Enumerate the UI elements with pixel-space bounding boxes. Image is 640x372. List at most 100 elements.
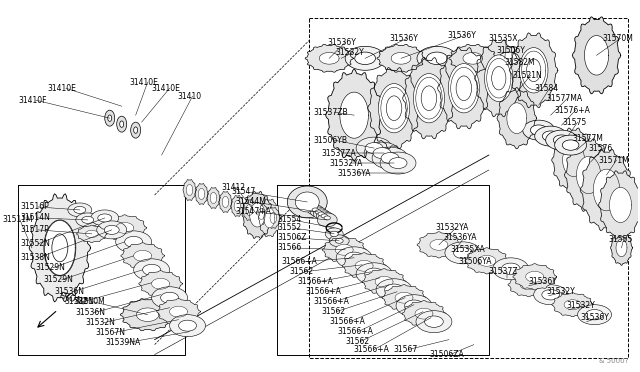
- Polygon shape: [522, 51, 546, 90]
- Polygon shape: [563, 144, 584, 177]
- Ellipse shape: [287, 186, 327, 218]
- Polygon shape: [319, 52, 339, 64]
- Text: 31554: 31554: [277, 215, 301, 224]
- Polygon shape: [342, 253, 386, 279]
- Ellipse shape: [76, 213, 100, 227]
- Polygon shape: [391, 52, 411, 64]
- Text: 31566+A: 31566+A: [313, 297, 349, 306]
- Text: 31582M: 31582M: [505, 58, 536, 67]
- Text: 31566+A: 31566+A: [297, 277, 333, 286]
- Text: 31577MA: 31577MA: [547, 94, 583, 103]
- Polygon shape: [222, 196, 228, 208]
- Polygon shape: [246, 205, 253, 215]
- Ellipse shape: [116, 116, 127, 132]
- Polygon shape: [121, 243, 164, 269]
- Polygon shape: [335, 244, 353, 255]
- Ellipse shape: [542, 131, 559, 141]
- Polygon shape: [451, 67, 477, 109]
- Text: 31537ZA: 31537ZA: [321, 148, 356, 158]
- Polygon shape: [552, 293, 593, 317]
- Text: 31410E: 31410E: [130, 78, 159, 87]
- Ellipse shape: [492, 67, 506, 90]
- Text: 31566+A: 31566+A: [305, 287, 341, 296]
- Polygon shape: [136, 308, 159, 321]
- Text: 31521N: 31521N: [513, 71, 543, 80]
- Polygon shape: [463, 52, 483, 64]
- Polygon shape: [170, 306, 188, 317]
- Text: 31536Y: 31536Y: [580, 313, 609, 322]
- Text: 31539NA: 31539NA: [106, 338, 141, 347]
- Polygon shape: [267, 208, 280, 228]
- Polygon shape: [430, 240, 448, 250]
- Ellipse shape: [315, 210, 321, 214]
- Polygon shape: [234, 201, 241, 211]
- Polygon shape: [593, 169, 620, 211]
- Polygon shape: [120, 299, 175, 331]
- Ellipse shape: [531, 125, 547, 135]
- Ellipse shape: [104, 225, 119, 234]
- Polygon shape: [305, 44, 353, 72]
- Ellipse shape: [501, 263, 520, 275]
- Ellipse shape: [152, 287, 188, 309]
- Polygon shape: [449, 44, 497, 72]
- Ellipse shape: [417, 46, 457, 70]
- Text: 31562: 31562: [289, 267, 314, 276]
- Polygon shape: [340, 92, 369, 138]
- Polygon shape: [497, 87, 536, 149]
- Text: 31532Y: 31532Y: [547, 287, 575, 296]
- Ellipse shape: [520, 48, 548, 93]
- Text: 31575: 31575: [563, 118, 587, 126]
- Ellipse shape: [317, 213, 337, 227]
- Ellipse shape: [586, 310, 604, 320]
- Ellipse shape: [563, 140, 579, 150]
- Polygon shape: [616, 239, 627, 257]
- Ellipse shape: [310, 207, 326, 217]
- Ellipse shape: [499, 52, 519, 64]
- Ellipse shape: [91, 210, 118, 226]
- Ellipse shape: [179, 320, 196, 331]
- Polygon shape: [572, 17, 621, 94]
- Text: 31412: 31412: [221, 183, 246, 192]
- Ellipse shape: [321, 214, 328, 218]
- Ellipse shape: [404, 300, 423, 311]
- Text: 31552N: 31552N: [20, 239, 50, 248]
- Ellipse shape: [82, 217, 94, 224]
- Polygon shape: [415, 308, 433, 319]
- Ellipse shape: [356, 263, 392, 285]
- Polygon shape: [152, 278, 170, 289]
- Ellipse shape: [134, 259, 170, 281]
- Text: 31410F: 31410F: [18, 96, 47, 105]
- Text: 31552: 31552: [277, 224, 301, 232]
- Polygon shape: [564, 139, 612, 211]
- Text: 31517P: 31517P: [20, 225, 49, 234]
- Ellipse shape: [330, 231, 338, 237]
- Ellipse shape: [445, 242, 481, 264]
- Ellipse shape: [74, 206, 86, 214]
- Polygon shape: [255, 203, 268, 224]
- Polygon shape: [264, 208, 275, 228]
- Polygon shape: [134, 250, 152, 261]
- Text: 31570M: 31570M: [602, 34, 634, 43]
- Polygon shape: [584, 36, 609, 75]
- Ellipse shape: [68, 203, 92, 217]
- Ellipse shape: [385, 284, 403, 295]
- Ellipse shape: [44, 220, 76, 276]
- Polygon shape: [508, 273, 550, 297]
- Ellipse shape: [324, 216, 330, 220]
- Polygon shape: [368, 68, 420, 149]
- Polygon shape: [475, 40, 523, 117]
- Polygon shape: [326, 69, 383, 161]
- Ellipse shape: [489, 46, 529, 70]
- Ellipse shape: [329, 235, 349, 247]
- Ellipse shape: [355, 52, 376, 64]
- Ellipse shape: [484, 55, 513, 102]
- Polygon shape: [322, 237, 366, 263]
- Polygon shape: [207, 187, 220, 208]
- Polygon shape: [210, 192, 217, 203]
- Ellipse shape: [364, 142, 400, 164]
- Ellipse shape: [448, 64, 479, 113]
- Text: & 5000?: & 5000?: [599, 357, 628, 363]
- Polygon shape: [103, 215, 147, 241]
- Text: 31506YA: 31506YA: [459, 257, 492, 266]
- Text: 31535X: 31535X: [489, 34, 518, 43]
